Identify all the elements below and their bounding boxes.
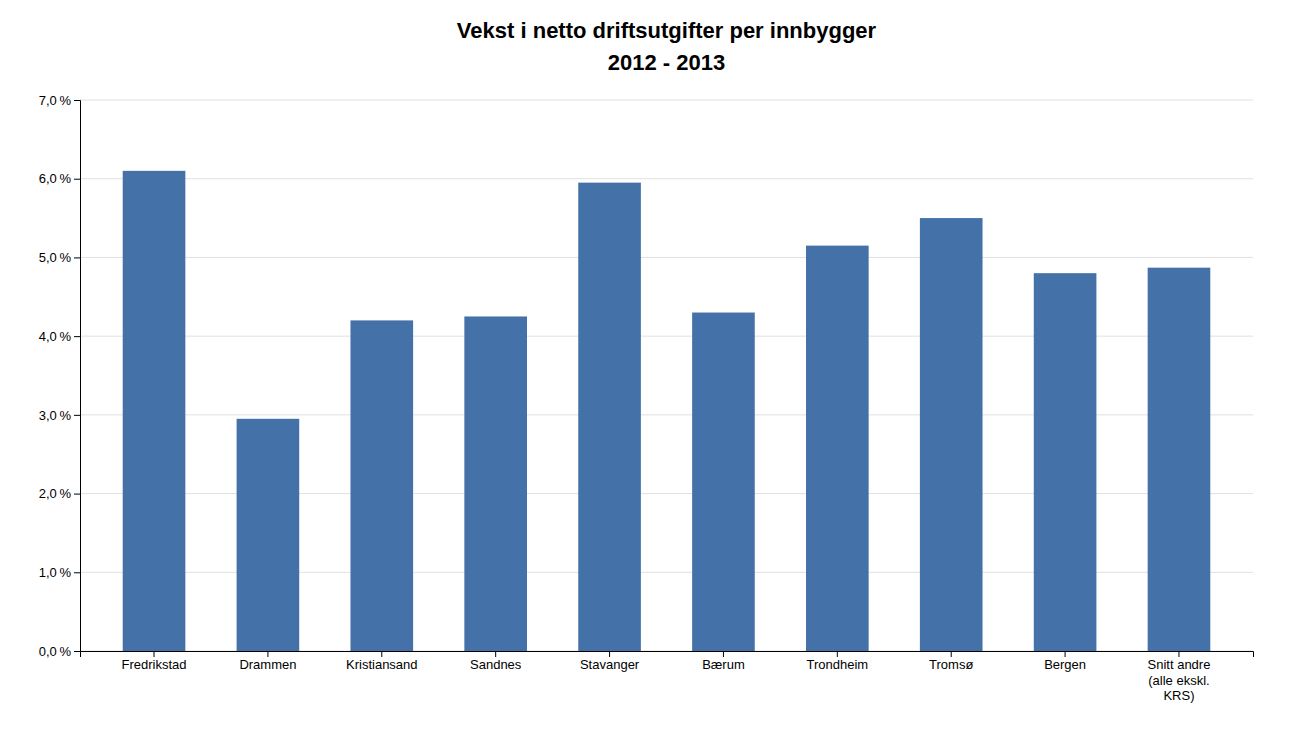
tick-label: 2,0 % bbox=[39, 486, 72, 501]
bar bbox=[123, 171, 186, 651]
tick-mark bbox=[609, 651, 610, 657]
tick: 3,0 % bbox=[39, 408, 80, 423]
tick: Bærum bbox=[702, 651, 745, 672]
tick: Sandnes bbox=[470, 651, 522, 672]
y-axis: 0,0 % 1,0 % 2,0 % 3,0 % 4,0 % 5,0 % 6,0 % 7,0 % bbox=[39, 93, 81, 659]
tick: 1,0 % bbox=[39, 565, 80, 580]
tick-mark bbox=[495, 651, 496, 657]
tick-label: Bergen bbox=[1044, 657, 1086, 672]
tick-mark bbox=[154, 651, 155, 657]
tick: Drammen bbox=[239, 651, 296, 672]
tick-mark bbox=[1178, 651, 1179, 657]
tick-label: Sandnes bbox=[470, 657, 522, 672]
tick: Stavanger bbox=[580, 651, 640, 672]
tick-mark bbox=[74, 494, 80, 495]
tick-mark bbox=[74, 100, 80, 101]
tick-mark bbox=[74, 415, 80, 416]
subtitle: 2012 - 2013 bbox=[608, 50, 725, 75]
tick: Trondheim bbox=[806, 651, 868, 672]
tick: 6,0 % bbox=[39, 171, 80, 186]
tick-label: Tromsø bbox=[929, 657, 973, 672]
bar bbox=[350, 320, 413, 651]
tick: 5,0 % bbox=[39, 250, 80, 265]
tick: 7,0 % bbox=[39, 93, 80, 108]
tick-mark bbox=[74, 336, 80, 337]
plot: 0,0 % 1,0 % 2,0 % 3,0 % 4,0 % 5,0 % 6,0 % 7,0 %… bbox=[39, 93, 1254, 704]
bar bbox=[578, 183, 641, 651]
bar bbox=[237, 419, 300, 651]
tick-mark bbox=[951, 651, 952, 657]
tick-mark bbox=[74, 572, 80, 573]
bars bbox=[123, 171, 1211, 651]
tick-mark bbox=[837, 651, 838, 657]
bar bbox=[920, 218, 983, 651]
tick-mark bbox=[74, 651, 80, 652]
chart-container: Vekst i netto driftsutgifter per innbygg… bbox=[0, 0, 1293, 746]
bar bbox=[1034, 273, 1097, 651]
x-axis: Fredrikstad Drammen Kristiansand Sandnes Sta… bbox=[81, 651, 1254, 703]
tick: 2,0 % bbox=[39, 486, 80, 501]
tick-label: 5,0 % bbox=[39, 250, 72, 265]
tick: Snitt andre(alle ekskl.KRS) bbox=[1148, 651, 1211, 703]
tick-mark bbox=[267, 651, 268, 657]
tick: Tromsø bbox=[929, 651, 973, 672]
tick-label: 6,0 % bbox=[39, 171, 72, 186]
tick-mark bbox=[74, 257, 80, 258]
bar bbox=[692, 313, 755, 651]
grid bbox=[80, 100, 1253, 651]
tick: 4,0 % bbox=[39, 329, 80, 344]
bar bbox=[464, 316, 527, 651]
tick-label: Bærum bbox=[702, 657, 745, 672]
axis-line bbox=[81, 652, 1254, 658]
grid-line bbox=[80, 257, 1253, 258]
chart: Vekst i netto driftsutgifter per innbygg… bbox=[0, 0, 1293, 746]
grid-line bbox=[80, 178, 1253, 179]
tick-label: 0,0 % bbox=[39, 644, 72, 659]
bar bbox=[806, 246, 869, 651]
tick: Kristiansand bbox=[346, 651, 418, 672]
tick-label: Fredrikstad bbox=[122, 657, 187, 672]
tick-mark bbox=[723, 651, 724, 657]
tick-label: 7,0 % bbox=[39, 93, 72, 108]
tick-label: Stavanger bbox=[580, 657, 640, 672]
tick-label: Kristiansand bbox=[346, 657, 418, 672]
grid-line bbox=[80, 100, 1253, 101]
tick-mark bbox=[381, 651, 382, 657]
tick-mark bbox=[74, 179, 80, 180]
bar bbox=[1148, 268, 1211, 651]
tick-mark bbox=[1065, 651, 1066, 657]
title: Vekst i netto driftsutgifter per innbygg… bbox=[457, 18, 877, 43]
tick: 0,0 % bbox=[39, 644, 80, 659]
tick-label: 4,0 % bbox=[39, 329, 72, 344]
tick-label: 3,0 % bbox=[39, 408, 72, 423]
tick-label: 1,0 % bbox=[39, 565, 72, 580]
tick-label: Trondheim bbox=[806, 657, 868, 672]
tick: Fredrikstad bbox=[122, 651, 187, 672]
tick-label: Drammen bbox=[239, 657, 296, 672]
tick-label: Snitt andre(alle ekskl.KRS) bbox=[1148, 657, 1211, 703]
axis-line bbox=[74, 101, 81, 652]
tick: Bergen bbox=[1044, 651, 1086, 672]
